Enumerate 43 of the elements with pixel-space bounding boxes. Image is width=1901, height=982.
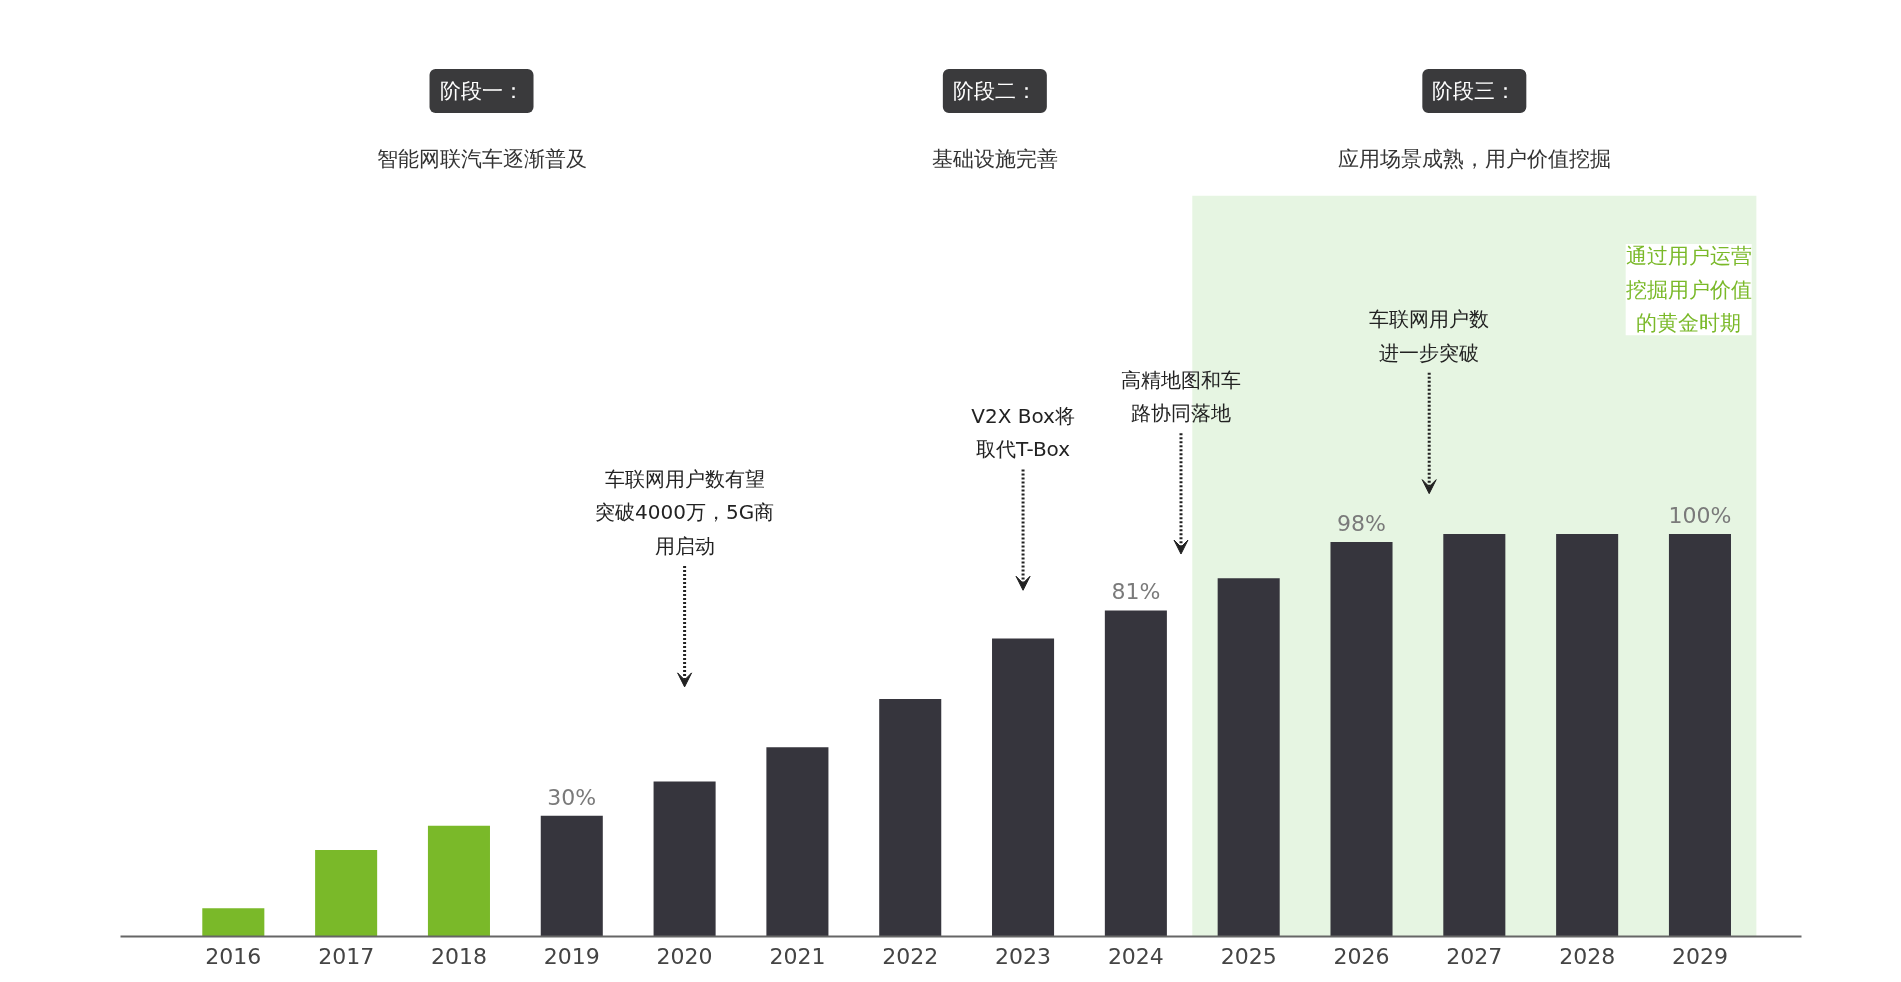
x-tick-label: 2016 — [205, 943, 262, 969]
x-tick-label: 2028 — [1559, 943, 1616, 969]
text: V2X Box将取代T-Box — [971, 403, 1075, 462]
band-label: 通过用户运营挖掘用户价值的黄金时期 — [1625, 244, 1752, 336]
data-label: 100% — [1668, 502, 1732, 528]
text: 智能网联汽车逐渐普及 — [376, 147, 587, 172]
data-label: 30% — [547, 784, 597, 810]
x-tick-label: 2020 — [656, 943, 713, 969]
x-tick-label: 2023 — [995, 943, 1052, 969]
bar — [1556, 533, 1619, 937]
text: 应用场景成熟，用户价值挖掘 — [1337, 147, 1611, 172]
x-tick-label: 2026 — [1333, 943, 1390, 969]
bar — [540, 815, 603, 937]
x-tick-label: 2025 — [1220, 943, 1277, 969]
bar — [992, 638, 1055, 937]
bar — [653, 781, 716, 937]
x-tick-label: 2027 — [1446, 943, 1503, 969]
text: 基础设施完善 — [931, 147, 1058, 172]
x-tick-label: 2017 — [318, 943, 375, 969]
bar — [1104, 610, 1167, 937]
x-tick-label: 2022 — [882, 943, 939, 969]
bar — [315, 849, 378, 937]
annotation: 车联网用户数有望突破4000万，5G商用启动 — [595, 466, 775, 559]
x-tick-label: 2019 — [543, 943, 600, 969]
x-tick-label: 2024 — [1107, 943, 1164, 969]
x-tick-label: 2029 — [1671, 943, 1728, 969]
x-tick-label: 2021 — [769, 943, 826, 969]
bar — [1668, 533, 1731, 937]
bar — [1443, 533, 1506, 937]
bar — [202, 908, 265, 937]
text: 阶段一： — [439, 79, 524, 104]
bar — [427, 825, 490, 937]
bar — [1330, 541, 1393, 937]
text: 阶段二： — [952, 79, 1037, 104]
bar — [766, 747, 829, 937]
data-label: 98% — [1337, 510, 1386, 536]
x-tick-label: 2018 — [430, 943, 487, 969]
text: 高精地图和车路协同落地 — [1121, 367, 1241, 426]
bar — [879, 698, 942, 937]
bar — [1217, 578, 1280, 937]
text: 车联网用户数进一步突破 — [1369, 307, 1490, 365]
text: 阶段三： — [1432, 79, 1517, 104]
data-label: 81% — [1111, 579, 1161, 605]
